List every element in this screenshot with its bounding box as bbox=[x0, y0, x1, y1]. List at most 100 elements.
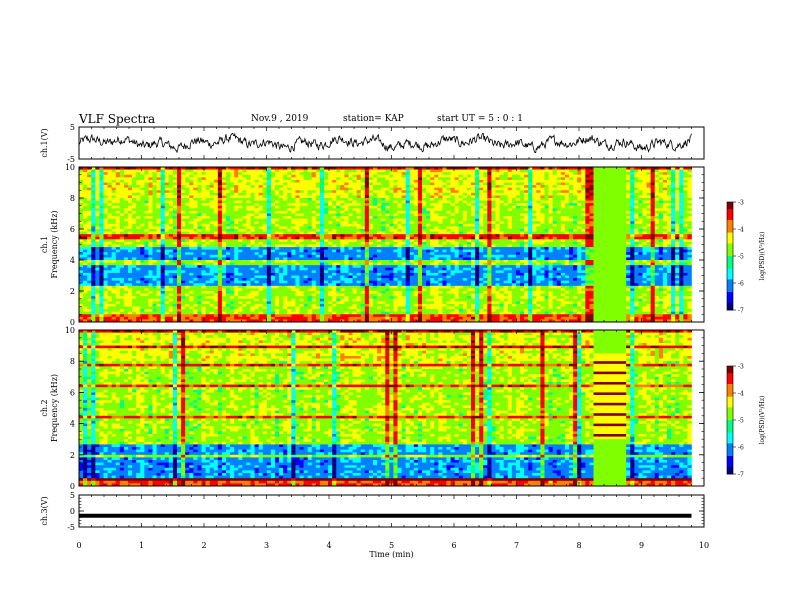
spectrogram-cell bbox=[422, 167, 427, 170]
spectrogram-cell bbox=[136, 221, 141, 225]
spectrogram-cell bbox=[287, 187, 292, 191]
spectrogram-cell bbox=[442, 192, 447, 196]
spectrogram-cell bbox=[479, 200, 484, 204]
spectrogram-cell bbox=[422, 213, 427, 217]
spectrogram-cell bbox=[111, 234, 117, 238]
spectrogram-cell bbox=[487, 231, 492, 235]
spectrogram-cell bbox=[177, 241, 182, 245]
spectrogram-cell bbox=[234, 234, 239, 238]
spectrogram-cell bbox=[205, 172, 210, 176]
spectrogram-cell bbox=[156, 229, 161, 232]
spectrogram-cell bbox=[442, 239, 447, 243]
spectrogram-cell bbox=[389, 213, 394, 217]
spectrogram-cell bbox=[217, 216, 223, 219]
spectrogram-cell bbox=[275, 213, 280, 217]
spectrogram-cell bbox=[675, 218, 680, 222]
spectrogram-cell bbox=[234, 190, 239, 194]
spectrogram-cell bbox=[258, 190, 264, 194]
spectrogram-cell bbox=[262, 236, 268, 240]
spectrogram-cell bbox=[168, 231, 174, 235]
spectrogram-cell bbox=[683, 210, 688, 214]
spectrogram-cell bbox=[503, 203, 509, 207]
spectrogram-cell bbox=[613, 244, 619, 248]
spectrogram-cell bbox=[434, 200, 439, 204]
spectrogram-cell bbox=[303, 179, 308, 183]
spectrogram-cell bbox=[618, 213, 623, 217]
spectrogram-cell bbox=[189, 239, 194, 243]
spectrogram-cell bbox=[409, 244, 415, 248]
spectrogram-cell bbox=[140, 236, 145, 240]
spectrogram-cell bbox=[79, 244, 84, 248]
spectrogram-cell bbox=[344, 203, 349, 207]
spectrogram-cell bbox=[226, 174, 231, 178]
spectrogram-cell bbox=[540, 198, 545, 201]
spectrogram-cell bbox=[483, 247, 488, 250]
spectrogram-cell bbox=[646, 223, 651, 227]
spectrogram-cell bbox=[540, 208, 545, 212]
spectrogram-cell bbox=[364, 216, 370, 219]
spectrogram-cell bbox=[385, 177, 390, 181]
spectrogram-cell bbox=[650, 234, 656, 238]
spectrogram-cell bbox=[242, 249, 247, 253]
spectrogram-cell bbox=[193, 192, 198, 196]
spectrogram-cell bbox=[319, 195, 325, 199]
spectrogram-cell bbox=[205, 208, 210, 212]
spectrogram-cell bbox=[103, 247, 108, 250]
spectrogram-cell bbox=[605, 244, 611, 248]
spectrogram-cell bbox=[389, 187, 394, 191]
spectrogram-cell bbox=[405, 195, 411, 199]
spectrogram-cell bbox=[99, 179, 104, 183]
spectrogram-cell bbox=[83, 169, 88, 173]
spectrogram-cell bbox=[450, 172, 455, 176]
spectrogram-cell bbox=[471, 210, 476, 214]
spectrogram-cell bbox=[99, 210, 104, 214]
spectrogram-cell bbox=[79, 172, 84, 176]
spectrogram-cell bbox=[462, 195, 468, 199]
spectrogram-cell bbox=[650, 226, 656, 230]
spectrogram-cell bbox=[266, 249, 272, 253]
spectrogram-cell bbox=[279, 195, 284, 199]
spectrogram-cell bbox=[548, 247, 553, 250]
spectrogram-cell bbox=[466, 198, 472, 201]
spectrogram-cell bbox=[315, 239, 321, 243]
spectrogram-cell bbox=[348, 247, 353, 250]
spectrogram-cell bbox=[524, 179, 529, 183]
spectrogram-cell bbox=[107, 177, 112, 181]
spectrogram-cell bbox=[593, 223, 598, 227]
spectrogram-cell bbox=[405, 205, 411, 209]
spectrogram-cell bbox=[201, 174, 206, 178]
spectrogram-cell bbox=[164, 174, 170, 178]
spectrogram-cell bbox=[520, 239, 525, 243]
spectrogram-cell bbox=[270, 169, 276, 173]
spectrogram-cell bbox=[270, 239, 276, 243]
spectrogram-cell bbox=[438, 182, 443, 186]
spectrogram-cell bbox=[221, 177, 227, 181]
spectrogram-cell bbox=[552, 167, 558, 170]
spectrogram-cell bbox=[221, 234, 227, 238]
spectrogram-cell bbox=[287, 231, 292, 235]
spectrogram-cell bbox=[483, 218, 488, 222]
spectrogram-cell bbox=[344, 244, 349, 248]
spectrogram-cell bbox=[577, 187, 582, 191]
spectrogram-cell bbox=[254, 239, 259, 243]
spectrogram-cell bbox=[344, 241, 349, 245]
spectrogram-cell bbox=[152, 213, 157, 217]
spectrogram-cell bbox=[209, 177, 215, 181]
spectrogram-cell bbox=[99, 226, 104, 230]
spectrogram-cell bbox=[217, 190, 223, 194]
spectrogram-cell bbox=[307, 249, 313, 253]
spectrogram-cell bbox=[119, 177, 125, 181]
spectrogram-cell bbox=[528, 203, 533, 207]
spectrogram-cell bbox=[560, 190, 566, 194]
spectrogram-cell bbox=[377, 198, 382, 201]
spectrogram-cell bbox=[275, 234, 280, 238]
spectrogram-cell bbox=[368, 216, 374, 219]
spectrogram-cell bbox=[185, 236, 190, 240]
spectrogram-cell bbox=[205, 200, 210, 204]
spectrogram-cell bbox=[246, 195, 251, 199]
spectrogram-cell bbox=[675, 244, 680, 248]
spectrogram-cell bbox=[585, 169, 590, 173]
spectrogram-cell bbox=[250, 192, 255, 196]
spectrogram-cell bbox=[340, 221, 345, 225]
spectrogram-cell bbox=[462, 167, 468, 170]
